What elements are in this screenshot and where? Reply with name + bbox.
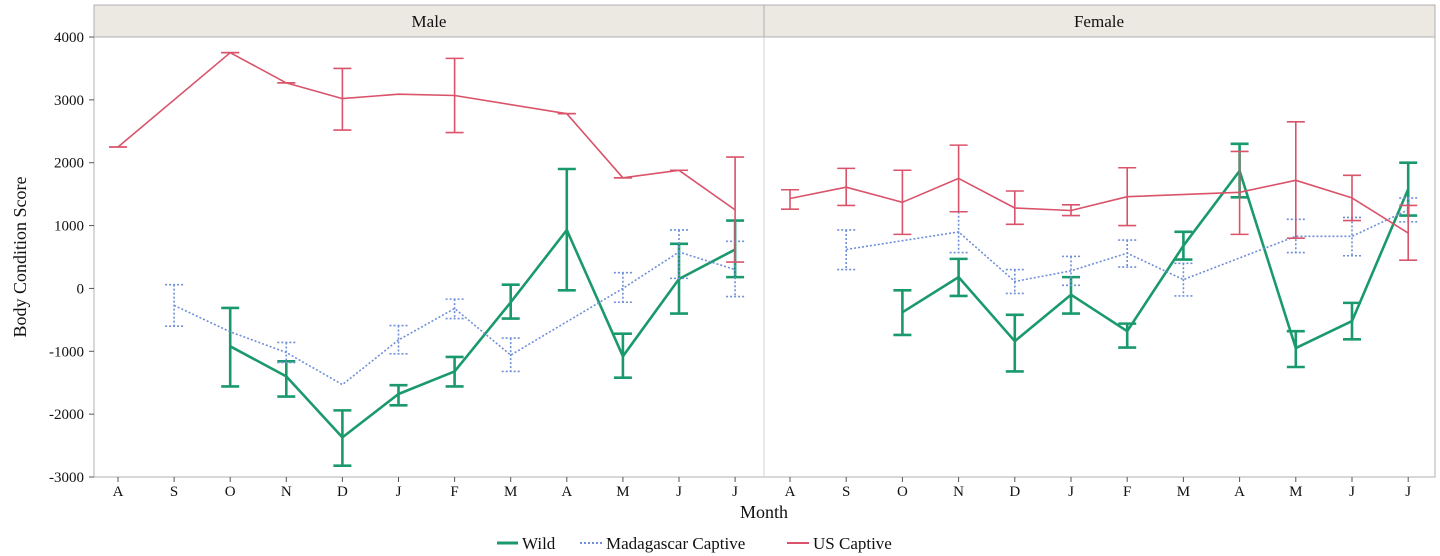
error-bar-madagascar-captive bbox=[389, 324, 408, 355]
x-tick-label: A bbox=[561, 484, 572, 500]
panel-title-male: Male bbox=[412, 12, 447, 31]
error-bar-us-captive bbox=[1399, 204, 1418, 261]
error-bar-wild bbox=[445, 355, 464, 388]
x-tick-label: J bbox=[1068, 484, 1074, 500]
y-tick-label: -3000 bbox=[49, 470, 84, 486]
error-bar-wild bbox=[613, 332, 632, 379]
error-bar-madagascar-captive bbox=[1062, 255, 1080, 287]
error-bar-wild bbox=[557, 167, 576, 292]
panel-header-female bbox=[763, 4, 1436, 38]
x-tick-label: J bbox=[1405, 484, 1411, 500]
error-bar-wild bbox=[1174, 230, 1193, 261]
y-axis-title: Body Condition Score bbox=[10, 176, 30, 337]
y-axis: -3000 -2000 -1000 0 1000 2000 3000 4000 bbox=[49, 30, 94, 486]
x-tick-label: F bbox=[1123, 484, 1131, 500]
error-bar-madagascar-captive bbox=[1005, 268, 1024, 295]
error-bar-us-captive bbox=[781, 188, 799, 211]
series-line-wild-male bbox=[229, 228, 736, 439]
series-line-wild-female bbox=[901, 169, 1410, 350]
error-bar-us-captive bbox=[1118, 166, 1137, 227]
error-bar-us-captive bbox=[1005, 190, 1024, 226]
error-bar-wild bbox=[277, 360, 296, 398]
x-tick-label: M bbox=[504, 484, 517, 500]
error-bar-wild bbox=[501, 283, 520, 320]
error-bar-wild bbox=[333, 409, 352, 467]
error-bar-us-captive bbox=[949, 144, 968, 213]
panel-header-male bbox=[93, 4, 765, 38]
series-line-us-captive-male bbox=[117, 51, 736, 211]
legend-label-madagascar-captive: Madagascar Captive bbox=[606, 534, 745, 553]
y-tick-label: 2000 bbox=[54, 156, 84, 172]
x-tick-label: D bbox=[337, 484, 348, 500]
error-bar-wild bbox=[1005, 313, 1024, 373]
x-tick-label: M bbox=[1177, 484, 1190, 500]
x-tick-label: N bbox=[281, 484, 292, 500]
panel-header-strip: Male Female bbox=[93, 4, 1436, 38]
error-bar-us-captive bbox=[726, 156, 745, 263]
x-tick-label: S bbox=[842, 484, 850, 500]
x-tick-label: J bbox=[396, 484, 402, 500]
error-bar-wild bbox=[1118, 322, 1137, 349]
y-tick-label: 4000 bbox=[54, 30, 84, 46]
error-bar-us-captive bbox=[1286, 121, 1305, 239]
error-bar-madagascar-captive bbox=[1118, 239, 1137, 268]
error-bar-wild bbox=[893, 289, 912, 337]
error-bar-us-captive bbox=[1062, 204, 1080, 217]
x-tick-label: D bbox=[1009, 484, 1020, 500]
x-tick-label: J bbox=[1349, 484, 1355, 500]
error-bar-madagascar-captive bbox=[1174, 262, 1193, 297]
error-bar-us-captive bbox=[445, 57, 464, 134]
legend-label-us-captive: US Captive bbox=[813, 534, 892, 553]
y-tick-label: -2000 bbox=[49, 407, 84, 423]
error-bar-us-captive bbox=[1230, 150, 1249, 236]
x-tick-label: M bbox=[616, 484, 629, 500]
series-layer bbox=[109, 51, 1418, 467]
x-tick-label: A bbox=[1234, 484, 1245, 500]
error-bar-us-captive bbox=[893, 169, 912, 236]
y-tick-label: 3000 bbox=[54, 93, 84, 109]
y-tick-label: 1000 bbox=[54, 219, 84, 235]
x-tick-label: F bbox=[450, 484, 458, 500]
error-bar-wild bbox=[389, 383, 408, 407]
error-bar-wild bbox=[221, 306, 240, 388]
error-bar-madagascar-captive bbox=[277, 341, 296, 364]
error-bar-madagascar-captive bbox=[613, 271, 632, 304]
y-tick-label: 0 bbox=[77, 281, 85, 297]
legend: Wild Madagascar Captive US Captive bbox=[497, 534, 892, 553]
x-tick-label: S bbox=[170, 484, 178, 500]
x-tick-label: O bbox=[225, 484, 236, 500]
error-bar-us-captive bbox=[837, 167, 856, 207]
error-bar-madagascar-captive bbox=[445, 298, 464, 320]
legend-label-wild: Wild bbox=[522, 534, 556, 553]
x-tick-label: O bbox=[897, 484, 908, 500]
x-tick-label: J bbox=[732, 484, 738, 500]
x-tick-label: N bbox=[953, 484, 964, 500]
error-bar-madagascar-captive bbox=[165, 283, 184, 327]
x-tick-label: J bbox=[676, 484, 682, 500]
y-tick-label: -1000 bbox=[49, 344, 84, 360]
error-bar-madagascar-captive bbox=[837, 229, 856, 271]
error-bar-us-captive bbox=[1343, 174, 1361, 222]
x-axis-title: Month bbox=[740, 502, 788, 522]
panel-title-female: Female bbox=[1074, 12, 1124, 31]
x-tick-label: M bbox=[1289, 484, 1302, 500]
error-bar-us-captive bbox=[333, 67, 352, 131]
x-tick-label: A bbox=[785, 484, 796, 500]
x-tick-label: A bbox=[113, 484, 124, 500]
error-bar-wild bbox=[1343, 301, 1361, 341]
error-bar-wild bbox=[949, 257, 968, 298]
error-bar-wild bbox=[1286, 329, 1305, 369]
error-bar-madagascar-captive bbox=[670, 229, 688, 280]
error-bar-madagascar-captive bbox=[501, 337, 520, 373]
